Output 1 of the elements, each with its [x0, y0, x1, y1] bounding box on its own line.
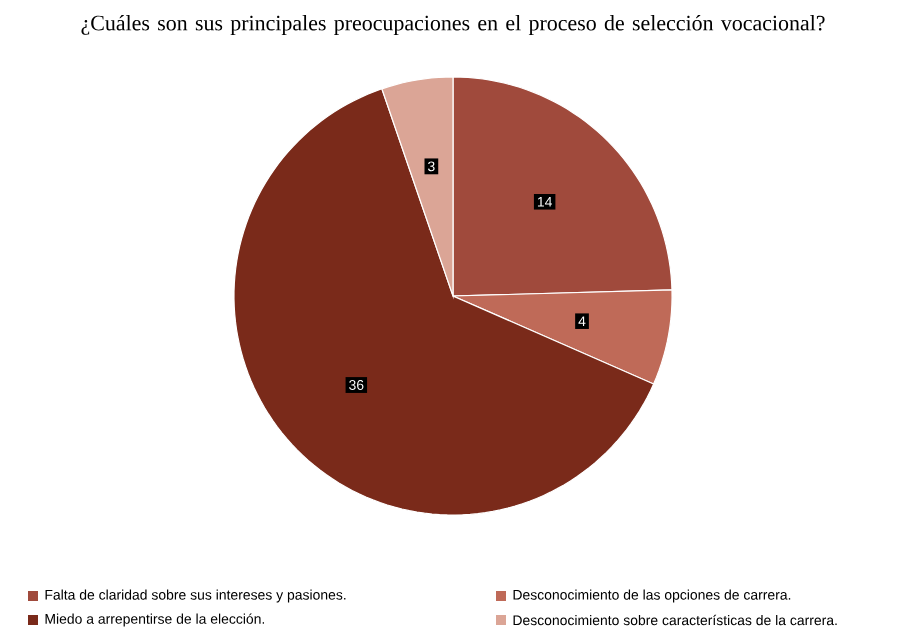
chart-title: ¿Cuáles son sus principales preocupaciones en el proceso de selección vocacional?	[81, 15, 825, 35]
